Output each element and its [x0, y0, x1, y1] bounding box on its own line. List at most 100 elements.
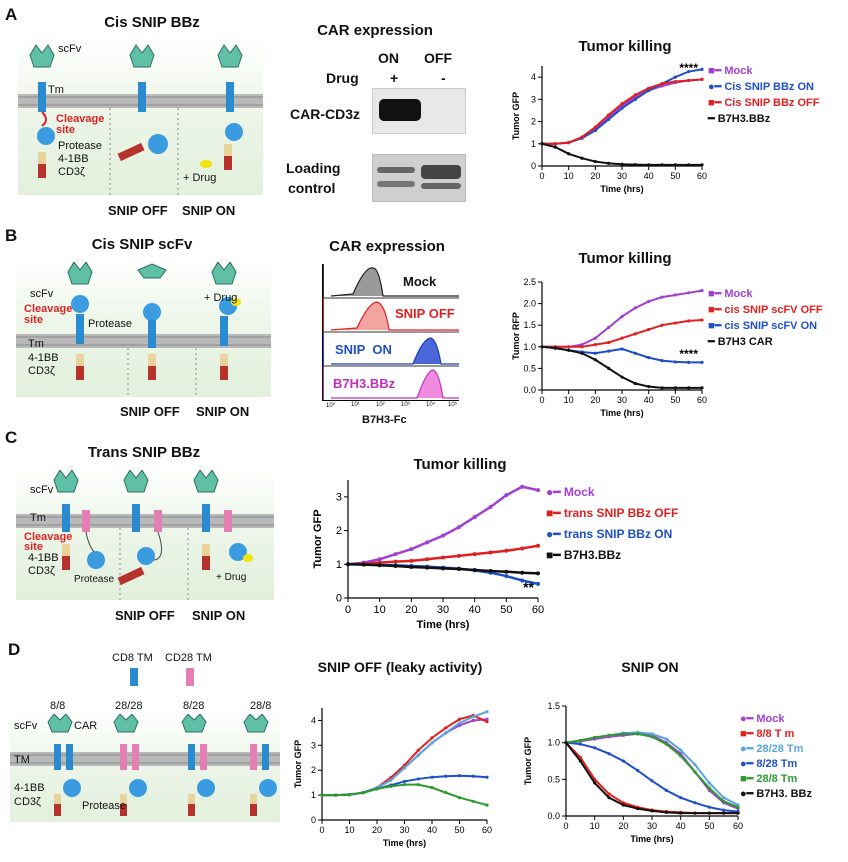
data-point [593, 336, 597, 340]
label-cleavage-site: Cleavage site [56, 113, 105, 136]
data-point [687, 291, 691, 295]
data-point [416, 783, 420, 787]
data-point [673, 163, 677, 167]
legend-item: ●━ 28/28 Tm [740, 743, 804, 755]
y-tick-label: 1 [531, 139, 536, 149]
data-point [607, 349, 611, 353]
x-tick-label: 30 [617, 171, 627, 181]
data-point [687, 163, 691, 167]
label-cd3z: CD3ζ [58, 166, 85, 178]
data-point [660, 295, 664, 299]
label-cd3z-b: CD3ζ [28, 365, 55, 377]
data-point [567, 345, 571, 349]
chart-b: 0 10 20 30 40 50 60 0.0 0.5 1.0 1.5 2.0 2.5 Time (hrs… [511, 277, 707, 418]
y-tick-label: 1.0 [547, 738, 560, 748]
data-point [471, 715, 475, 719]
y-axis-label: Tumor GFP [312, 509, 324, 568]
data-point [650, 809, 654, 813]
x-tick-label: 50 [454, 825, 464, 835]
data-point [393, 552, 398, 557]
x-tick-label: 60 [697, 171, 707, 181]
data-point [402, 766, 407, 770]
label-drug-c: + Drug [216, 572, 247, 583]
series-line [541, 142, 702, 166]
data-point [647, 356, 651, 360]
data-point [456, 567, 461, 572]
data-point [472, 568, 477, 573]
data-point [578, 759, 582, 763]
chart-d1-title: SNIP OFF (leaky activity) [317, 659, 483, 675]
data-point [693, 811, 697, 815]
data-point [393, 563, 398, 568]
label-drug: + Drug [183, 172, 217, 184]
data-point [536, 571, 540, 576]
data-point [607, 366, 611, 370]
data-point [430, 775, 434, 779]
series-line [565, 742, 738, 815]
data-point [679, 754, 683, 758]
data-point [673, 360, 677, 364]
data-point [660, 163, 664, 167]
data-point [707, 781, 711, 785]
data-point [430, 736, 434, 740]
data-point [347, 793, 352, 797]
data-point [471, 718, 475, 723]
data-point [472, 515, 477, 520]
blot-loading-2: control [288, 180, 336, 196]
data-point [409, 547, 414, 552]
label-4-1bb: 4-1BB [58, 153, 89, 165]
y-tick-label: 3 [336, 492, 342, 504]
y-tick-label: 2.5 [523, 277, 536, 287]
data-point [621, 803, 625, 807]
y-axis-label: Tumor GFP [511, 92, 521, 140]
x-tick-label: 30 [399, 825, 409, 835]
y-tick-label: 1.5 [523, 320, 536, 330]
flow-tick: 10² [376, 402, 385, 408]
data-point [607, 733, 611, 737]
label-cd8-tm: CD8 TM [112, 652, 153, 664]
blot-car-band [372, 88, 466, 134]
x-tick-label: 20 [405, 604, 417, 616]
data-point [471, 774, 475, 778]
x-tick-label: 0 [563, 821, 568, 831]
data-point [593, 159, 597, 164]
flow-title: CAR expression [329, 238, 445, 255]
chart-a: 0 10 20 30 40 50 60 0 1 2 3 4 Time (hrs) Tumor GFP ***… [511, 61, 707, 194]
x-tick-label: 40 [427, 825, 437, 835]
data-point [607, 792, 611, 796]
data-point [660, 82, 664, 86]
data-point [650, 732, 654, 736]
legend-item: ■━ Mock [708, 288, 753, 300]
label-41bb-d: 4-1BB [14, 782, 45, 794]
panel-c-schematic-drawing [16, 469, 274, 600]
x-tick-label: 40 [676, 821, 686, 831]
blot-col-on: ON [378, 50, 399, 66]
data-point [553, 145, 557, 149]
data-point [593, 128, 597, 133]
x-tick-label: 0 [345, 604, 351, 616]
data-point [504, 493, 509, 498]
data-point [457, 796, 462, 800]
data-point [607, 161, 611, 165]
panel-d-schematic: scFv CAR TM 4-1BB CD3ζ Protease [10, 713, 280, 822]
data-point [700, 386, 704, 390]
flow-tick: 10⁰ [326, 403, 336, 409]
data-point [620, 336, 624, 340]
data-point [621, 732, 625, 736]
blot-drug-minus: - [441, 70, 446, 86]
data-point [320, 793, 324, 797]
data-point [621, 759, 625, 763]
data-point [664, 742, 668, 746]
y-tick-label: 1.0 [523, 342, 536, 352]
y-tick-label: 0.5 [523, 363, 536, 373]
label-tm: Tm [48, 84, 64, 96]
blot-band-label: CAR-CD3z [290, 106, 360, 122]
data-point [441, 533, 445, 538]
blot-col-off: OFF [424, 50, 452, 66]
legend-item: ■━ Cis SNIP BBz OFF [708, 97, 820, 109]
data-point [700, 163, 704, 167]
data-point [633, 381, 637, 386]
legend-label: Cis SNIP BBz OFF [724, 97, 820, 109]
legend-label: cis SNIP scFV OFF [724, 304, 823, 316]
y-tick-label: 0 [311, 815, 316, 825]
